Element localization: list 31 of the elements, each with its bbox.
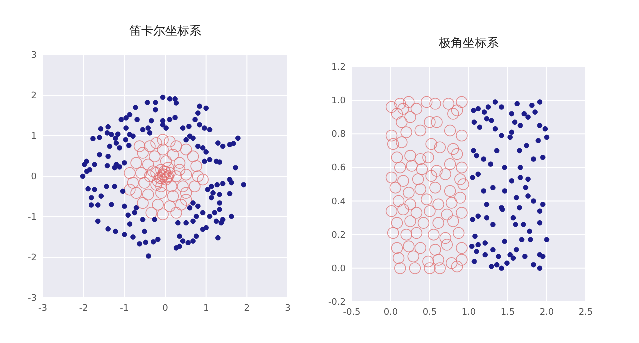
y-tick-label: 0.0 [332,264,346,274]
x-tick-label: -3 [38,304,48,314]
chart-title: 笛卡尔坐标系 [130,24,202,38]
y-tick-label: -3 [28,294,37,304]
x-tick-label: 2.5 [578,308,594,318]
x-tick-label: -2 [79,304,88,314]
y-tick-label: 0.8 [332,130,346,140]
x-tick-label: 0.0 [384,308,398,318]
y-tick-label: 3 [31,51,37,61]
x-tick-label: 3 [285,304,291,314]
y-tick-label: -2 [28,254,37,264]
y-tick-label: 0.6 [332,164,346,174]
y-tick-label: 1.0 [332,96,346,107]
x-tick-label: 1 [203,304,210,314]
x-tick-label: 2 [244,304,250,314]
y-tick-label: 0 [31,172,38,182]
x-tick-label: 0 [162,304,169,314]
x-tick-label: 1.0 [462,308,476,318]
x-tick-label: -1 [120,304,130,314]
y-tick-label: 0.4 [332,197,346,208]
x-tick-label: 0.5 [422,308,438,318]
y-tick-label: -0.2 [328,298,346,308]
y-tick-label: 2 [31,92,37,102]
x-tick-label: -0.5 [343,308,361,318]
y-tick-label: 1 [31,132,37,142]
y-tick-label: -1 [28,213,37,223]
x-tick-label: 1.5 [500,308,516,318]
y-tick-label: 0.2 [332,230,346,241]
chart-title: 极角坐标系 [438,36,499,50]
x-tick-label: 2.0 [540,308,554,318]
y-tick-label: 1.2 [332,63,346,73]
